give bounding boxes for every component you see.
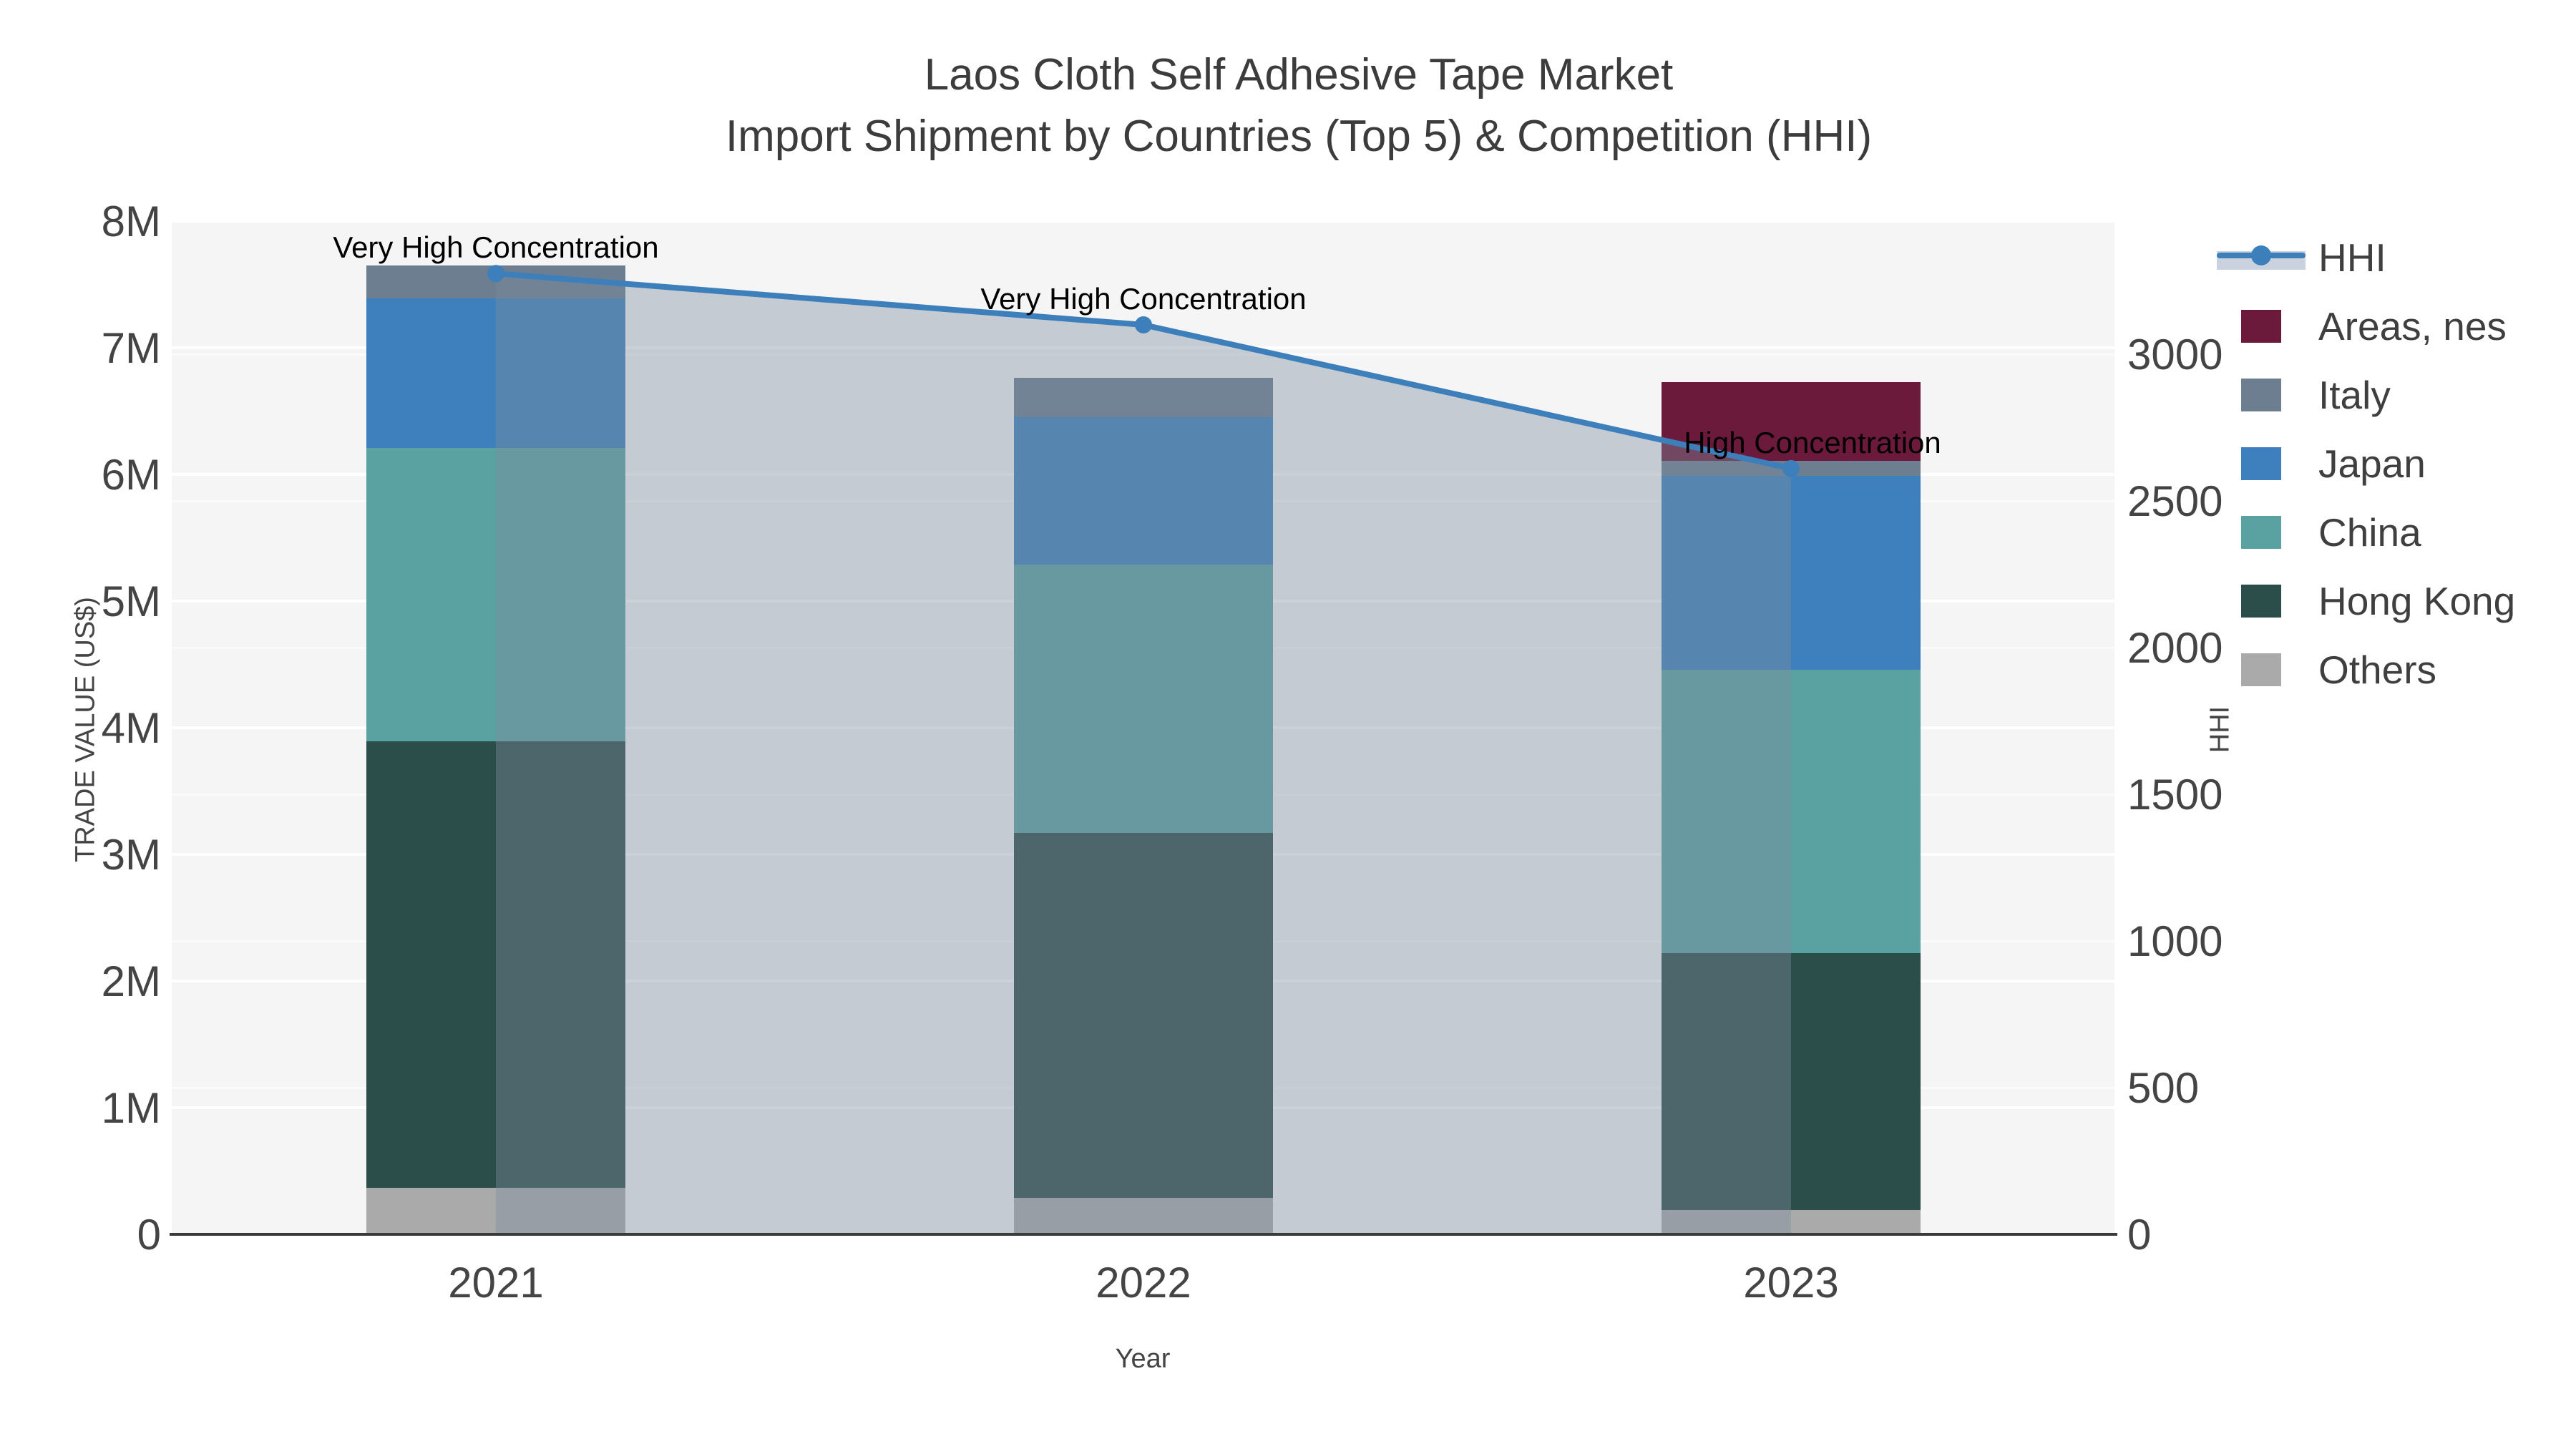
legend-item-hong-kong[interactable]: Hong Kong [2217, 579, 2560, 623]
legend-label: Others [2318, 648, 2437, 692]
y-left-tick-7M: 7M [101, 324, 161, 372]
chart-title-line1: Laos Cloth Self Adhesive Tape Market [924, 50, 1674, 99]
y-right-tick-2000: 2000 [2127, 624, 2223, 672]
annotation-2022: Very High Concentration [980, 282, 1307, 316]
bar-segment-others-2022 [1014, 1197, 1273, 1234]
x-axis-title: Year [1115, 1344, 1171, 1374]
y-left-tick-5M: 5M [101, 577, 161, 625]
bar-segment-china-2022 [1014, 564, 1273, 833]
annotation-2023: High Concentration [1684, 425, 1941, 459]
bar-segment-hong_kong-2023 [1662, 953, 1921, 1211]
gridline-8M [172, 220, 2114, 223]
legend-item-others[interactable]: Others [2217, 648, 2560, 692]
bar-segment-others-2021 [366, 1187, 625, 1234]
x-tick-2022: 2022 [1096, 1259, 1191, 1307]
y-left-tick-0: 0 [137, 1211, 161, 1259]
bar-segment-japan-2021 [366, 298, 625, 448]
bar-segment-hong_kong-2021 [366, 741, 625, 1188]
legend-swatch-italy [2241, 379, 2281, 411]
legend-label: HHI [2318, 235, 2386, 280]
x-tick-2021: 2021 [448, 1259, 544, 1307]
legend-item-italy[interactable]: Italy [2217, 373, 2560, 417]
hhi-overlay [487, 265, 1800, 1234]
y-left-tick-8M: 8M [101, 197, 161, 245]
hhi-marker-2021 [487, 265, 504, 283]
legend-item-china[interactable]: China [2217, 510, 2560, 555]
legend-swatch-china [2241, 516, 2281, 549]
y-right-tick-2500: 2500 [2127, 477, 2223, 525]
gridline-7M [172, 346, 2114, 349]
y-right-tick-500: 500 [2127, 1064, 2200, 1112]
bar-segment-others-2023 [1662, 1210, 1921, 1234]
y-left-tick-3M: 3M [101, 831, 161, 879]
bar-segment-hong_kong-2022 [1014, 832, 1273, 1198]
hhi-area-fill [496, 273, 1791, 1234]
chart-title-line2: Import Shipment by Countries (Top 5) & C… [725, 112, 1873, 161]
y-right-tick-1000: 1000 [2127, 917, 2223, 965]
legend-swatch-hong_kong [2241, 585, 2281, 618]
y-right-tick-3000: 3000 [2127, 331, 2223, 379]
y-left-tick-2M: 2M [101, 957, 161, 1005]
gridline-hhi-3000 [172, 353, 2114, 356]
legend-swatch-areas_nes [2241, 310, 2281, 343]
legend-item-japan[interactable]: Japan [2217, 441, 2560, 486]
legend-label: Areas, nes [2318, 304, 2507, 348]
legend-swatch-japan [2241, 447, 2281, 480]
x-tick-2023: 2023 [1743, 1259, 1839, 1307]
bar-segment-china-2021 [366, 447, 625, 742]
hhi-marker-2022 [1135, 316, 1152, 333]
legend-item-areas-nes[interactable]: Areas, nes [2217, 304, 2560, 348]
y-left-tick-1M: 1M [101, 1084, 161, 1132]
bar-segment-japan-2023 [1662, 475, 1921, 670]
bar-segment-china-2023 [1662, 669, 1921, 954]
legend-item-hhi[interactable]: HHI [2217, 235, 2560, 280]
y-left-tick-4M: 4M [101, 704, 161, 752]
annotation-2021: Very High Concentration [333, 230, 659, 265]
hhi-marker-2023 [1782, 459, 1800, 477]
legend-label: China [2318, 510, 2421, 555]
bar-segment-italy-2022 [1014, 378, 1273, 418]
legend-swatch-others [2241, 653, 2281, 686]
legend-hhi-line-sample [2217, 241, 2306, 274]
y-left-tick-6M: 6M [101, 451, 161, 499]
chart-title: Laos Cloth Self Adhesive Tape Market Imp… [0, 44, 2576, 167]
legend-label: Japan [2318, 441, 2426, 486]
legend-hhi-marker-icon [2251, 245, 2271, 265]
plot-area [172, 220, 2114, 1234]
bar-segment-japan-2022 [1014, 417, 1273, 565]
y-right-tick-1500: 1500 [2127, 771, 2223, 819]
x-axis-line [170, 1233, 2117, 1236]
legend-label: Italy [2318, 373, 2391, 417]
y-right-tick-0: 0 [2127, 1211, 2152, 1259]
legend-label: Hong Kong [2318, 579, 2516, 623]
